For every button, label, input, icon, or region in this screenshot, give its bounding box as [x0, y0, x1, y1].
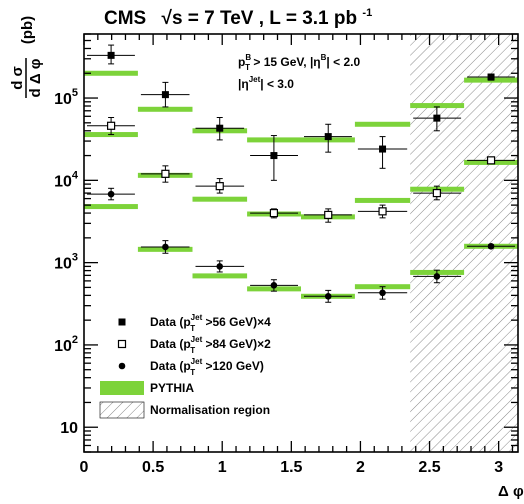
- lumi-exponent: -1: [362, 7, 372, 19]
- cuts-line-2: |ηJet| < 3.0: [238, 75, 294, 91]
- series-group: [84, 117, 518, 223]
- data-point-filled-square: [379, 145, 387, 153]
- pythia-band: [84, 70, 138, 76]
- data-point-open-square: [486, 156, 496, 165]
- pythia-band: [137, 106, 193, 112]
- series-group: [84, 44, 518, 181]
- x-tick-label: 0: [80, 459, 89, 476]
- pythia-band: [410, 103, 465, 109]
- legend-label: Data (pJet T >120 GeV): [150, 357, 264, 377]
- legend-marker-pythia: [100, 381, 144, 395]
- y-axis-unit: (pb): [19, 16, 36, 44]
- data-point-filled-square: [216, 124, 224, 132]
- y-axis-label: d σ d Δ φ (pb): [9, 16, 44, 98]
- y-axis-numerator: d σ: [9, 66, 26, 90]
- data-point-filled-circle: [324, 292, 332, 300]
- x-axis-label: Δ φ: [498, 483, 524, 500]
- y-axis-denominator: d Δ φ: [27, 58, 44, 97]
- energy-label: √s = 7 TeV: [162, 8, 254, 29]
- x-tick-label: 2: [356, 459, 365, 476]
- y-tick-label: 103: [54, 252, 78, 273]
- data-point-filled-circle: [433, 273, 441, 280]
- series-group: [84, 187, 518, 303]
- data-point-open-square: [161, 169, 170, 178]
- data-point-filled-square: [487, 73, 495, 81]
- legend-marker-open-square: [117, 339, 127, 349]
- data-point-filled-circle: [107, 190, 115, 198]
- data-point-open-square: [378, 207, 387, 216]
- plot-frame: [83, 33, 519, 453]
- normalisation-region-hatch: [410, 34, 518, 452]
- y-tick-label: 10: [60, 420, 78, 437]
- data-point-filled-square: [107, 51, 115, 59]
- legend-label: Normalisation region: [150, 403, 270, 417]
- axes: 0 0.5 1 1.5 2 2.5 3 10 102 103 104 105: [54, 33, 519, 476]
- data-point-open-square: [269, 208, 279, 218]
- x-tick-label: 1.5: [280, 459, 302, 476]
- lumi-label: , L = 3.1 pb: [259, 8, 357, 29]
- data-point-filled-circle: [379, 289, 386, 297]
- data-point-filled-circle: [487, 242, 495, 250]
- legend-label: PYTHIA: [150, 381, 194, 395]
- chart-title: CMS √s = 7 TeV , L = 3.1 pb -1: [104, 7, 372, 29]
- data-point-filled-circle: [162, 243, 169, 251]
- data-point-open-square: [106, 121, 116, 130]
- data-point-filled-circle: [270, 282, 278, 289]
- legend-marker-hatch: [99, 401, 145, 419]
- x-tick-label: 2.5: [418, 459, 440, 476]
- data-point-open-square: [432, 188, 441, 198]
- legend-marker-filled-square: [118, 318, 126, 326]
- data-point-filled-square: [270, 152, 278, 160]
- pythia-band: [354, 121, 411, 127]
- data-point-filled-circle: [216, 263, 224, 270]
- pythia-band: [84, 204, 138, 210]
- y-tick-label: 105: [54, 87, 78, 108]
- y-tick-label: 102: [54, 334, 78, 355]
- pythia-band: [192, 196, 248, 202]
- plot-area: [84, 34, 518, 452]
- data-point-filled-square: [161, 91, 169, 99]
- data-point-filled-square: [433, 114, 441, 122]
- x-tick-label: 3: [494, 459, 503, 476]
- y-tick-label: 104: [54, 169, 79, 190]
- pythia-band: [354, 197, 411, 203]
- experiment-label: CMS: [104, 8, 146, 29]
- data-point-open-square: [324, 210, 333, 220]
- x-tick-label: 1: [218, 459, 227, 476]
- legend-marker-filled-circle: [118, 362, 126, 370]
- x-tick-label: 0.5: [142, 459, 164, 476]
- legend-label: Data (pJet T >56 GeV)×4: [150, 313, 271, 333]
- pythia-band: [192, 273, 248, 279]
- legend-label: Data (pJet T >84 GeV)×2: [150, 335, 271, 355]
- cuts-line-1: pB T > 15 GeV, |ηB| < 2.0: [238, 53, 360, 72]
- data-point-filled-square: [324, 133, 332, 141]
- cuts-annotation: pB T > 15 GeV, |ηB| < 2.0 |ηJet| < 3.0: [238, 53, 360, 91]
- data-point-open-square: [215, 182, 224, 191]
